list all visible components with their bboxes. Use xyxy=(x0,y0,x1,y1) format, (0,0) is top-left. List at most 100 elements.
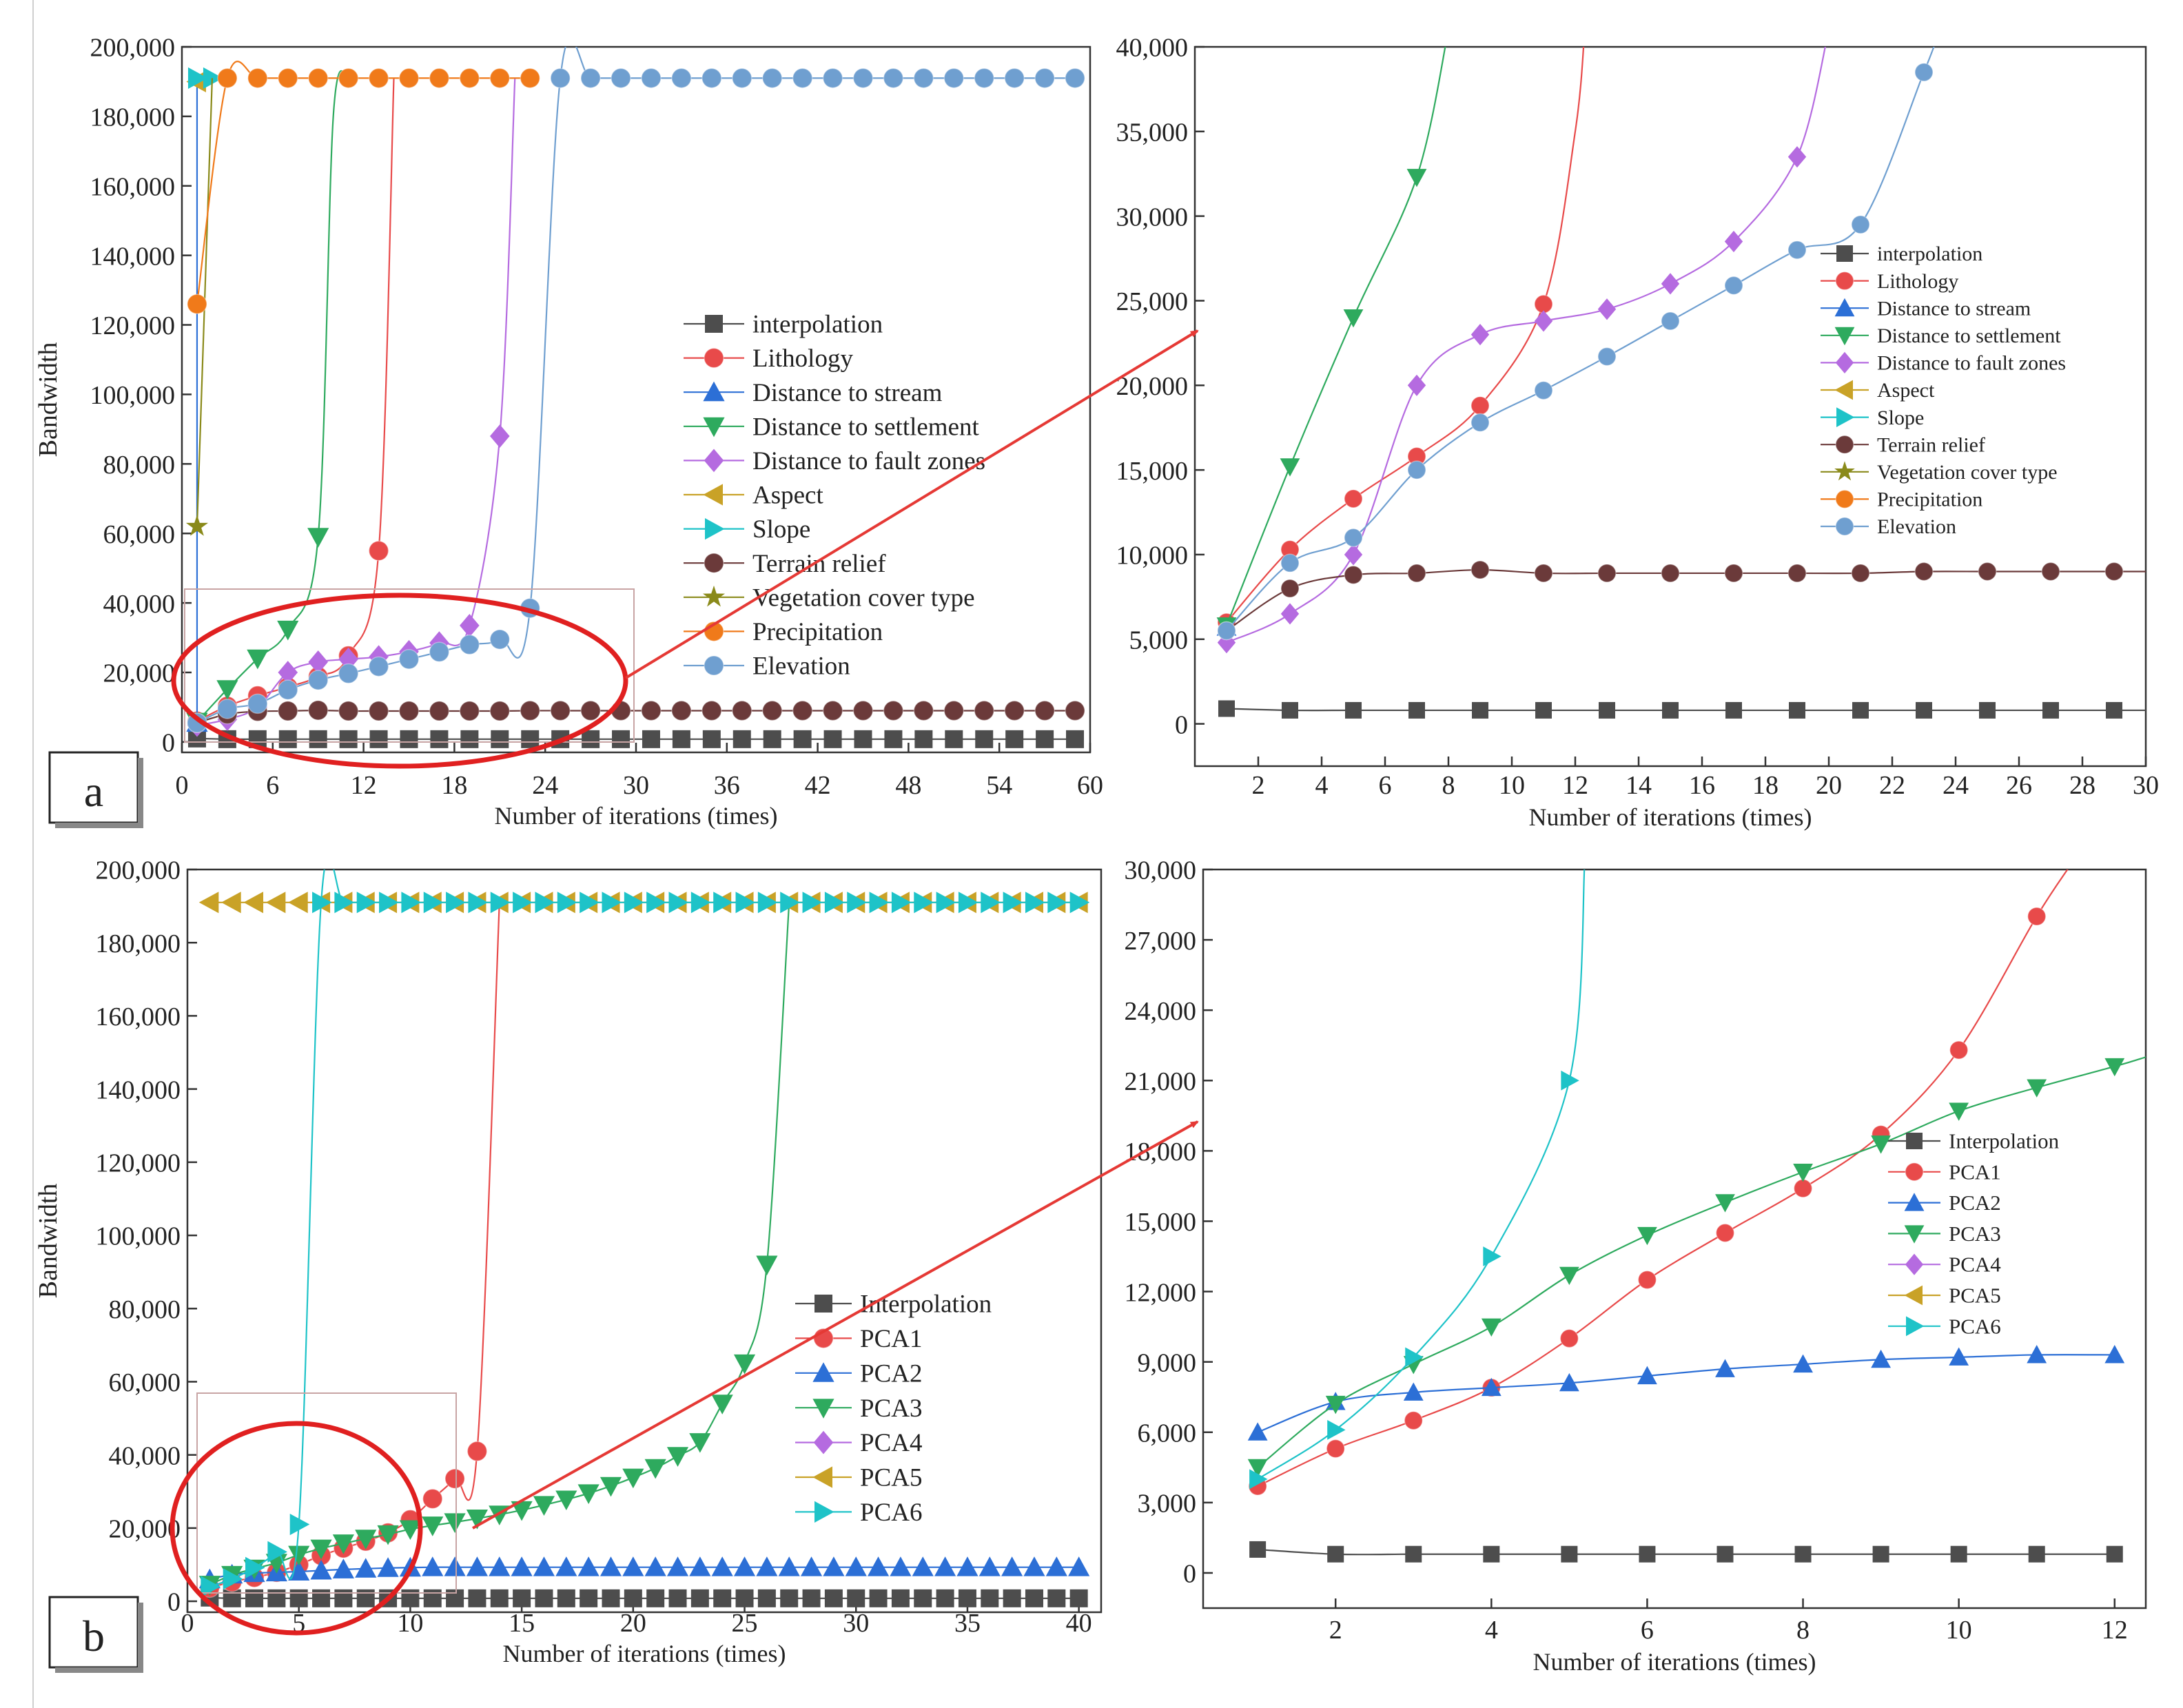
point-pca2 xyxy=(733,1556,756,1576)
legend-marker-distance-to-settlement xyxy=(1834,327,1855,346)
point-elevation xyxy=(550,68,571,89)
point-interpolation xyxy=(1852,701,1869,719)
legend-marker-lithology xyxy=(1835,271,1854,291)
b-full-y-tick-label: 40,000 xyxy=(109,1441,181,1470)
series-line-terrain-relief xyxy=(196,709,1076,724)
point-interpolation xyxy=(1069,1589,1088,1607)
a-full-x-tick-label: 24 xyxy=(532,771,558,800)
point-pca6 xyxy=(334,892,354,914)
point-pca6 xyxy=(446,892,466,914)
point-pca6 xyxy=(668,892,689,914)
point-pca2 xyxy=(577,1556,599,1576)
point-pca6 xyxy=(1405,1347,1424,1368)
point-elevation xyxy=(913,68,934,89)
b-full-y-tick-label: 100,000 xyxy=(96,1222,181,1251)
point-pca2 xyxy=(622,1556,644,1576)
point-pca3 xyxy=(377,1525,399,1545)
legend-marker-pca3 xyxy=(812,1399,834,1419)
point-interpolation xyxy=(824,1589,843,1607)
panel-label-b-text: b xyxy=(83,1612,105,1660)
point-interpolation xyxy=(1916,701,1932,719)
point-pca2 xyxy=(890,1556,912,1576)
point-interpolation xyxy=(624,1589,642,1607)
point-distance-to-fault-zones xyxy=(369,645,389,669)
point-interpolation xyxy=(535,1589,553,1607)
point-elevation xyxy=(429,641,450,663)
b-full-x-tick-label: 10 xyxy=(397,1609,423,1638)
point-pca3 xyxy=(689,1433,711,1453)
point-pca1 xyxy=(467,1441,488,1462)
point-precipitation xyxy=(247,68,268,89)
point-pca6 xyxy=(1069,892,1090,914)
b-full-x-axis-label: Number of iterations (times) xyxy=(503,1640,786,1667)
b-zoom-y-tick-label: 3,000 xyxy=(1138,1490,1197,1519)
b-full-x-tick-label: 20 xyxy=(620,1609,646,1638)
legend-label-aspect: Aspect xyxy=(1877,379,1935,402)
point-distance-to-settlement xyxy=(277,620,299,641)
point-interpolation xyxy=(1561,1545,1578,1563)
point-interpolation xyxy=(702,730,721,748)
point-pca6 xyxy=(981,892,1001,914)
point-pca2 xyxy=(689,1556,711,1576)
legend-marker-precipitation xyxy=(1835,489,1854,509)
point-pca6 xyxy=(1561,1070,1579,1091)
legend-label-pca4: PCA4 xyxy=(860,1429,922,1457)
point-interpolation xyxy=(1005,730,1024,748)
point-pca6 xyxy=(735,892,756,914)
point-lithology xyxy=(1344,489,1363,508)
point-pca2 xyxy=(599,1556,622,1576)
point-interpolation xyxy=(1794,1545,1812,1563)
series-line-lithology xyxy=(1226,47,1585,623)
point-pca2 xyxy=(1247,1422,1268,1441)
point-precipitation xyxy=(338,68,359,89)
b-zoom-y-tick-label: 15,000 xyxy=(1125,1208,1197,1237)
a-zoom-y-tick-label: 35,000 xyxy=(1116,119,1189,147)
point-interpolation xyxy=(975,730,994,748)
point-elevation xyxy=(1597,347,1617,367)
b-full-y-tick-label: 0 xyxy=(167,1588,181,1617)
point-pca6 xyxy=(1327,1419,1346,1440)
b-zoom-legend: Interpolation PCA1 PCA2 PCA3 PCA4 PCA5 PCA6 xyxy=(1888,1129,2060,1338)
a-zoom-y-tick-label: 10,000 xyxy=(1116,542,1189,570)
legend-marker-pca2 xyxy=(1904,1193,1925,1211)
a-full-y-tick-label: 40,000 xyxy=(103,590,176,619)
point-interpolation xyxy=(1639,1545,1656,1563)
point-pca6 xyxy=(223,1568,243,1590)
point-interpolation xyxy=(936,1589,954,1607)
point-terrain-relief xyxy=(580,700,601,721)
point-precipitation xyxy=(398,68,420,89)
a-full-y-tick-label: 180,000 xyxy=(90,103,176,132)
legend-marker-pca2 xyxy=(812,1362,834,1382)
point-terrain-relief xyxy=(459,701,480,721)
a-full-x-tick-label: 54 xyxy=(986,771,1012,800)
legend-marker-pca5 xyxy=(1904,1285,1923,1306)
legend-marker-interpolation xyxy=(1906,1133,1923,1149)
point-pca2 xyxy=(2027,1345,2047,1364)
point-distance-to-settlement xyxy=(1343,309,1364,328)
b-zoom-y-tick-label: 12,000 xyxy=(1125,1278,1197,1307)
point-distance-to-fault-zones xyxy=(308,650,328,674)
point-interpolation xyxy=(763,730,781,748)
point-terrain-relief xyxy=(1597,564,1617,583)
point-pca3 xyxy=(1559,1266,1579,1286)
legend-label-distance-to-settlement: Distance to settlement xyxy=(752,413,980,441)
point-terrain-relief xyxy=(1787,564,1807,583)
point-interpolation xyxy=(1789,701,1805,719)
point-terrain-relief xyxy=(368,701,389,721)
a-zoom-y-tick-label: 25,000 xyxy=(1116,287,1189,316)
legend-marker-pca4 xyxy=(813,1430,834,1454)
point-interpolation xyxy=(690,1589,709,1607)
point-terrain-relief xyxy=(1978,562,1997,582)
b-full-x-tick-label: 40 xyxy=(1066,1609,1092,1638)
point-pca3 xyxy=(1481,1318,1502,1337)
point-pca6 xyxy=(847,892,867,914)
b-full-x-tick-label: 35 xyxy=(954,1609,981,1638)
point-terrain-relief xyxy=(1004,700,1025,721)
series-line-elevation xyxy=(1226,47,1935,632)
point-pca3 xyxy=(1325,1395,1346,1414)
a-zoom-plot-area xyxy=(1216,47,2146,719)
point-pca6 xyxy=(1003,892,1023,914)
a-zoom-legend: interpolation Lithology Distance to stream… xyxy=(1821,243,2066,538)
point-terrain-relief xyxy=(731,700,752,721)
point-elevation xyxy=(761,68,783,89)
